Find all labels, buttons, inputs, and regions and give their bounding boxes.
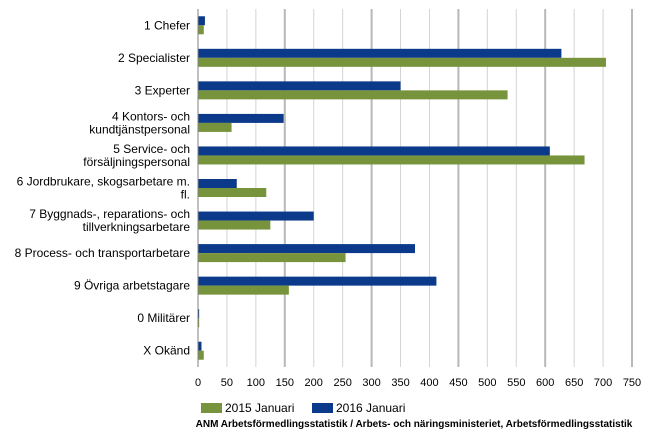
legend-label: 2015 Januari bbox=[225, 401, 294, 415]
category-label: 1 Chefer bbox=[144, 18, 190, 32]
category-label: 4 Kontors- och kundtjänstpersonal bbox=[89, 109, 190, 136]
x-tick-label: 100 bbox=[247, 377, 265, 389]
x-tick-label: 150 bbox=[276, 377, 294, 389]
x-tick-label: 50 bbox=[221, 377, 233, 389]
category-label: 2 Specialister bbox=[118, 51, 190, 65]
bar bbox=[198, 309, 200, 319]
bar bbox=[198, 220, 271, 230]
legend-swatch bbox=[312, 403, 333, 413]
bar bbox=[198, 81, 401, 91]
category-label: 8 Process- och transportarbetare bbox=[15, 246, 191, 260]
bar bbox=[198, 350, 204, 360]
x-tick-label: 400 bbox=[420, 377, 438, 389]
bar bbox=[198, 16, 205, 26]
x-tick-label: 650 bbox=[565, 377, 583, 389]
bar bbox=[198, 253, 346, 263]
x-tick-label: 200 bbox=[305, 377, 323, 389]
category-label: 3 Experter bbox=[135, 83, 190, 97]
category-label: 6 Jordbrukare, skogsarbetare m. fl. bbox=[17, 175, 190, 202]
bar bbox=[198, 244, 415, 254]
bar bbox=[198, 285, 289, 295]
bars bbox=[198, 16, 606, 360]
x-tick-label: 700 bbox=[594, 377, 612, 389]
bar bbox=[198, 90, 508, 100]
source-note: ANM Arbetsförmedlingsstatistik / Arbets-… bbox=[196, 419, 633, 430]
x-tick-label: 500 bbox=[478, 377, 496, 389]
x-tick-label: 250 bbox=[333, 377, 351, 389]
bar bbox=[198, 211, 314, 221]
x-tick-labels: 0 50 100 150 200 250 300 350 400 450 500 550 600 650 7… bbox=[195, 377, 641, 389]
bar bbox=[198, 276, 437, 286]
category-label: 5 Service- och försäljningspersonal bbox=[83, 142, 190, 169]
bar bbox=[198, 179, 237, 188]
legend-swatch bbox=[201, 403, 222, 413]
x-tick-label: 350 bbox=[391, 377, 409, 389]
x-tick-label: 450 bbox=[449, 377, 467, 389]
x-tick-label: 750 bbox=[623, 377, 641, 389]
x-tick-label: 0 bbox=[195, 377, 201, 389]
bar bbox=[198, 122, 232, 132]
category-label: 7 Byggnads-, reparations- och tillverknin… bbox=[29, 207, 190, 234]
bar bbox=[198, 25, 204, 35]
category-label: X Okänd bbox=[143, 344, 190, 358]
grid-lines bbox=[226, 9, 633, 367]
bar bbox=[198, 188, 267, 197]
category-label: 9 Övriga arbetstagare bbox=[74, 279, 190, 293]
bar bbox=[198, 57, 606, 67]
x-tick-label: 300 bbox=[362, 377, 380, 389]
bar bbox=[198, 318, 200, 328]
x-tick-label: 550 bbox=[507, 377, 525, 389]
legend-label: 2016 Januari bbox=[336, 401, 405, 415]
bar bbox=[198, 48, 562, 58]
bar bbox=[198, 341, 202, 351]
legend: 2015 Januari 2016 Januari bbox=[201, 401, 405, 415]
category-labels: 1 Chefer 2 Specialister 3 Experter 4 Kontor… bbox=[15, 18, 191, 357]
category-label: 0 Militärer bbox=[137, 311, 190, 325]
bar bbox=[198, 113, 284, 123]
x-tick-label: 600 bbox=[536, 377, 554, 389]
bar bbox=[198, 155, 585, 165]
bar bbox=[198, 146, 550, 156]
